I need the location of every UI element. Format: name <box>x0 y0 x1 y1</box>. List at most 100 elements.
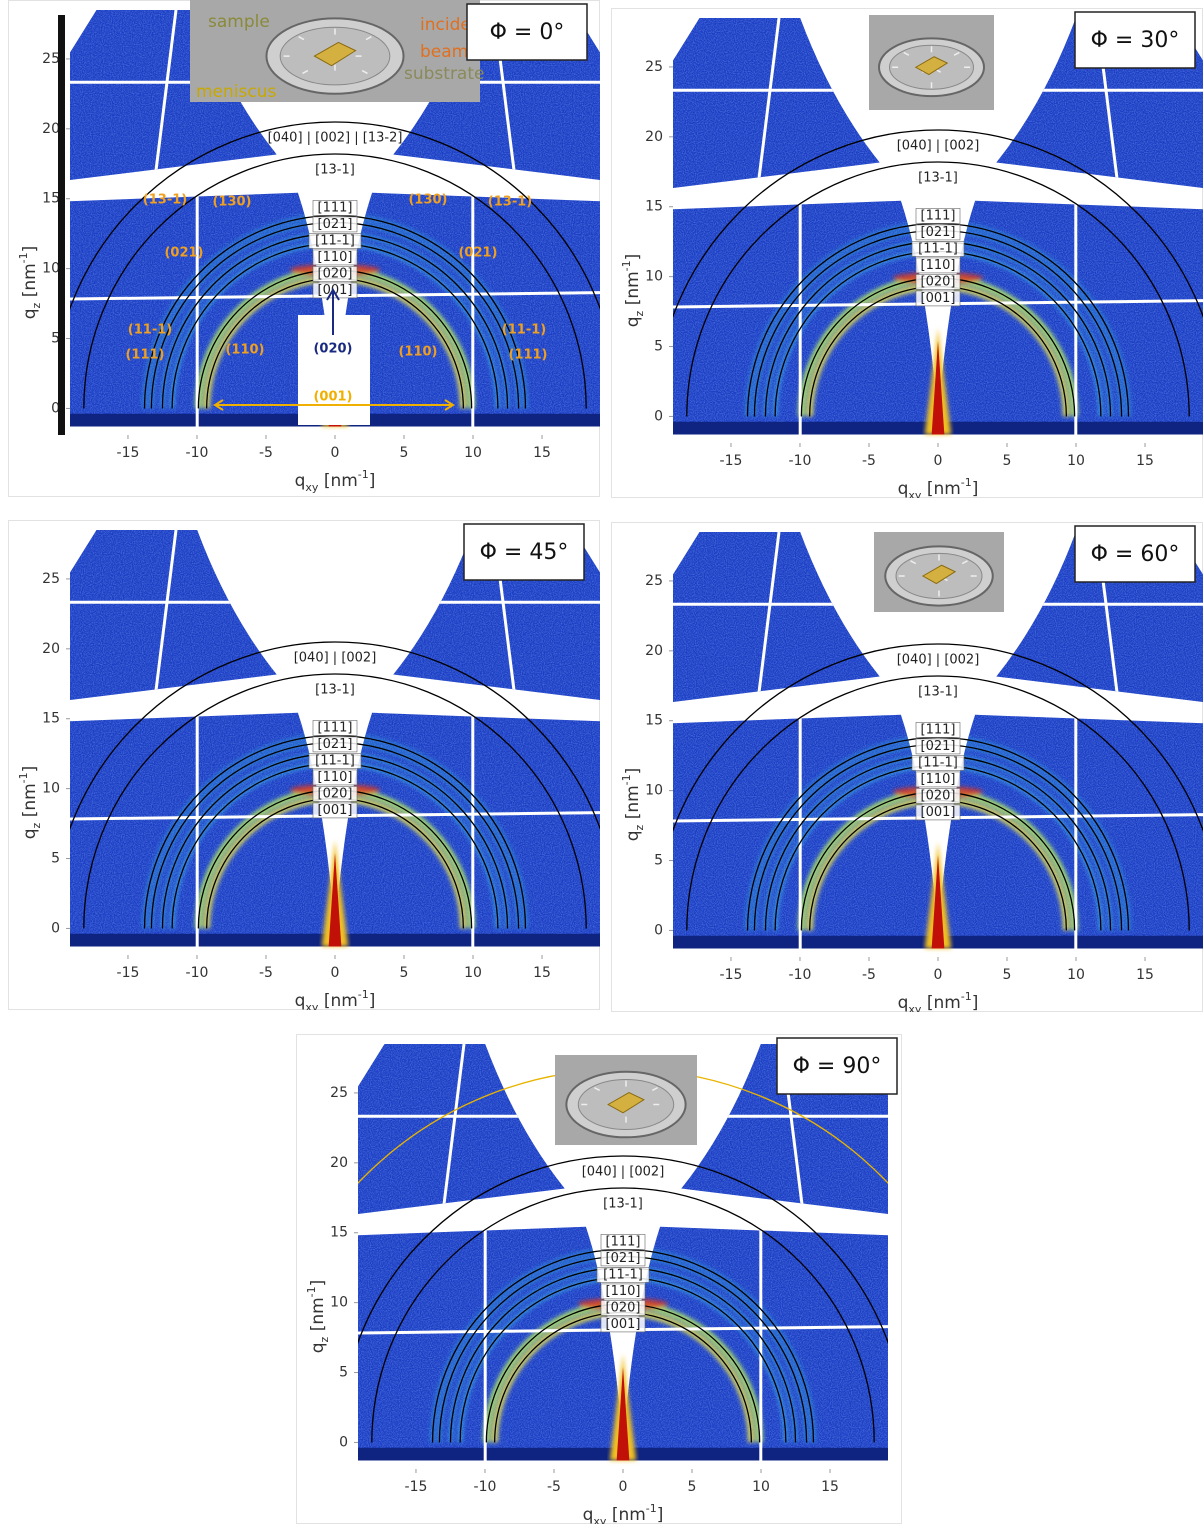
ring-label: [020] <box>921 788 956 803</box>
ring-label: [040] | [002] | [13-2] <box>268 130 403 145</box>
y-tick-label: 10 <box>645 269 663 285</box>
y-tick-label: 5 <box>339 1365 348 1381</box>
ring-label: [11-1] <box>918 755 958 770</box>
x-tick-label: -15 <box>405 1479 428 1495</box>
ring-label: [111] <box>318 720 353 735</box>
x-tick-label: -5 <box>259 965 273 981</box>
x-tick-label: 15 <box>1136 967 1154 983</box>
ylabel-part: q <box>623 830 643 841</box>
ring-label: [13-1] <box>315 682 355 697</box>
ylabel-part: [nm <box>20 263 40 302</box>
xlabel-part: ] <box>657 1505 664 1524</box>
xlabel-part: ] <box>369 991 376 1010</box>
annotation: (020) <box>313 342 352 357</box>
y-tick-label: 0 <box>51 920 60 936</box>
y-tick-label: 25 <box>42 571 60 587</box>
ring-label: [021] <box>318 737 353 752</box>
xlabel-part: -1 <box>646 1502 657 1515</box>
ring-label: [020] <box>606 1300 641 1315</box>
chart-title: Φ = 45° <box>480 540 569 565</box>
x-tick-label: 0 <box>619 1479 628 1495</box>
y-tick-label: 20 <box>645 129 663 145</box>
ylabel-part: ] <box>623 768 643 775</box>
ring-label: [110] <box>318 770 353 785</box>
x-tick-label: 0 <box>934 967 943 983</box>
x-tick-label: 0 <box>934 453 943 469</box>
ylabel-part: -1 <box>17 772 30 783</box>
xlabel-part: q <box>583 1505 594 1524</box>
y-tick-label: 0 <box>339 1434 348 1450</box>
chart-panel: [001][020][110][11-1][021][111][13-1][04… <box>611 522 1203 1012</box>
xlabel-part: xy <box>593 1515 607 1524</box>
x-tick-label: 5 <box>400 965 409 981</box>
x-tick-label: -10 <box>789 453 812 469</box>
annotation: (13-1) <box>488 195 532 210</box>
x-tick-label: -15 <box>117 965 140 981</box>
xlabel-part: q <box>898 993 909 1012</box>
xlabel-part: xy <box>305 481 319 494</box>
inset-label: beam <box>420 42 468 62</box>
x-tick-label: 10 <box>1067 967 1085 983</box>
xlabel-part: q <box>898 479 909 498</box>
y-tick-label: 5 <box>654 853 663 869</box>
ylabel-part: q <box>623 316 643 327</box>
annotation: (111) <box>508 348 547 363</box>
ring-label: [11-1] <box>603 1267 643 1282</box>
y-tick-label: 10 <box>42 261 60 277</box>
annotation: (111) <box>125 348 164 363</box>
ylabel-part: ] <box>308 1280 328 1287</box>
ring-label: [001] <box>606 1317 641 1332</box>
ring-label: [040] | [002] <box>582 1164 665 1179</box>
ylabel: qz [nm-1] <box>620 254 646 328</box>
xlabel-part: [nm <box>606 1505 645 1524</box>
chart-panel: [001][020][110][11-1][021][111][13-1][04… <box>296 1034 902 1524</box>
xlabel: qxy [nm-1] <box>898 990 979 1013</box>
x-tick-label: -15 <box>720 453 743 469</box>
inset-label: substrate <box>404 64 484 84</box>
xlabel-part: xy <box>305 1001 319 1011</box>
ring-label: [020] <box>318 266 353 281</box>
x-tick-label: -10 <box>186 965 209 981</box>
x-tick-label: 10 <box>1067 453 1085 469</box>
y-tick-label: 15 <box>645 199 663 215</box>
inset-label: meniscus <box>196 82 276 102</box>
ring-label: [111] <box>921 208 956 223</box>
ring-label: [11-1] <box>315 233 355 248</box>
y-tick-label: 5 <box>51 851 60 867</box>
ylabel-part: -1 <box>620 774 633 785</box>
ylabel-part: -1 <box>620 260 633 271</box>
xlabel: qxy [nm-1] <box>898 476 979 499</box>
ylabel-part: [nm <box>20 783 40 822</box>
y-tick-label: 25 <box>645 59 663 75</box>
ring-label: [13-1] <box>918 170 958 185</box>
x-tick-label: 10 <box>752 1479 770 1495</box>
y-tick-label: 0 <box>654 408 663 424</box>
ring-label: [001] <box>318 283 353 298</box>
xlabel-part: -1 <box>961 476 972 489</box>
ring-label: [110] <box>318 250 353 265</box>
x-tick-label: 5 <box>688 1479 697 1495</box>
xlabel-part: ] <box>369 471 376 491</box>
y-tick-label: 15 <box>42 191 60 207</box>
x-tick-label: 5 <box>1003 453 1012 469</box>
y-tick-label: 20 <box>645 643 663 659</box>
y-tick-label: 25 <box>42 51 60 67</box>
y-tick-label: 25 <box>645 573 663 589</box>
ring-label: [111] <box>318 200 353 215</box>
side-bar <box>58 15 65 435</box>
x-tick-label: 0 <box>331 445 340 461</box>
inset-photo <box>874 532 1004 612</box>
xlabel-part: [nm <box>921 479 960 498</box>
chart-panel: [001][020][110][11-1][021][111][13-1][04… <box>8 0 600 497</box>
xlabel: qxy [nm-1] <box>295 468 376 494</box>
annotation: (021) <box>164 246 203 261</box>
chart-title: Φ = 90° <box>793 1054 882 1079</box>
ring-label: [020] <box>921 274 956 289</box>
ylabel-part: ] <box>20 246 40 253</box>
xlabel: qxy [nm-1] <box>295 988 376 1011</box>
annotation: (11-1) <box>128 323 172 338</box>
xlabel-part: ] <box>972 479 979 498</box>
inset-photo <box>869 15 994 110</box>
ylabel-part: q <box>20 308 40 319</box>
ring-label: [021] <box>606 1251 641 1266</box>
